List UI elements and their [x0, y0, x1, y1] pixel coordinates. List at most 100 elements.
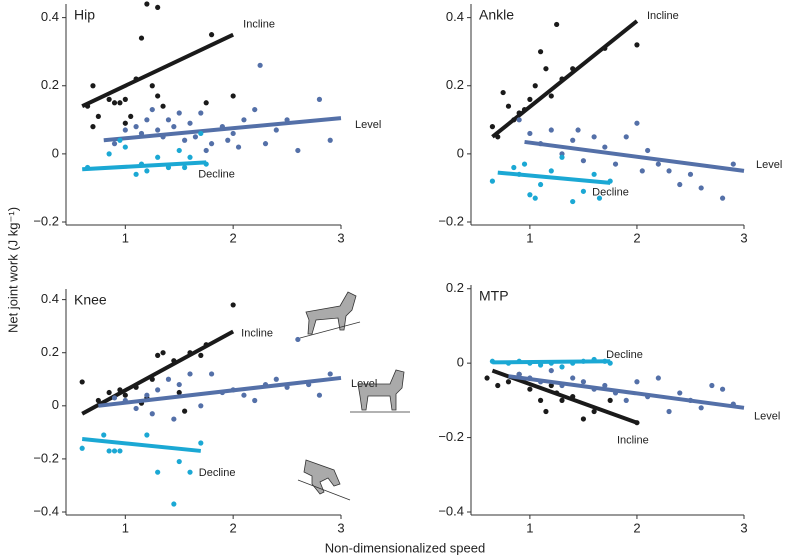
- fit-line: [82, 160, 207, 172]
- fit-label: Decline: [592, 187, 629, 199]
- data-point: [495, 382, 501, 389]
- data-point: [208, 141, 215, 147]
- data-point: [111, 141, 118, 147]
- fit-label: Incline: [647, 10, 679, 22]
- data-point: [208, 371, 215, 377]
- data-point: [666, 408, 672, 415]
- data-point: [117, 448, 123, 454]
- y-axis-label: Net joint work (J kg⁻¹): [5, 207, 20, 333]
- data-point: [511, 164, 517, 171]
- fit-line: [81, 437, 202, 453]
- data-point: [559, 364, 565, 370]
- y-tick-label: 0: [457, 145, 464, 160]
- data-point: [198, 403, 204, 409]
- data-point: [176, 147, 182, 154]
- data-point: [176, 110, 182, 116]
- data-point: [149, 106, 155, 113]
- data-point: [570, 375, 576, 381]
- data-point: [111, 100, 118, 106]
- data-point: [133, 124, 139, 130]
- data-point: [295, 147, 301, 154]
- data-point: [559, 397, 565, 403]
- fit-label: Incline: [617, 435, 649, 447]
- fit-line: [98, 375, 342, 408]
- data-point: [634, 42, 640, 48]
- x-axis-label: Non-dimensionalized speed: [325, 540, 485, 555]
- data-point: [155, 127, 161, 133]
- data-point: [327, 137, 333, 143]
- data-point: [634, 120, 640, 126]
- data-point: [95, 113, 101, 120]
- data-point: [144, 432, 150, 438]
- data-point: [155, 4, 161, 11]
- goat-icons: [297, 291, 410, 501]
- data-point: [634, 379, 640, 385]
- data-point: [602, 144, 608, 150]
- data-point: [208, 32, 215, 38]
- y-tick-label: 0: [52, 397, 59, 412]
- data-point: [612, 161, 619, 167]
- data-point: [543, 408, 549, 415]
- data-point: [500, 89, 506, 96]
- data-point: [516, 117, 522, 123]
- data-point: [187, 154, 193, 160]
- fit-label: Decline: [198, 168, 235, 180]
- x-tick-label: 1: [526, 520, 533, 535]
- panel-title: Ankle: [479, 7, 514, 23]
- data-point: [165, 376, 172, 382]
- data-point: [548, 93, 554, 99]
- y-tick-label: 0.2: [446, 77, 464, 92]
- data-point: [602, 382, 608, 389]
- data-point: [575, 127, 581, 133]
- x-tick-label: 3: [337, 520, 344, 535]
- x-tick-label: 1: [122, 230, 129, 245]
- data-point: [719, 386, 726, 392]
- fit-line: [103, 116, 342, 143]
- x-tick-label: 2: [633, 230, 640, 245]
- data-point: [257, 62, 263, 68]
- data-point: [144, 1, 150, 7]
- data-point: [273, 127, 279, 133]
- panel-title: Knee: [74, 292, 107, 308]
- data-point: [230, 130, 236, 137]
- data-point: [623, 134, 629, 140]
- data-point: [698, 405, 704, 411]
- data-point: [182, 137, 188, 143]
- data-point: [133, 405, 139, 412]
- data-point: [187, 120, 193, 126]
- data-point: [160, 350, 166, 356]
- fit-line: [492, 359, 611, 365]
- data-point: [176, 458, 182, 465]
- data-point: [489, 178, 496, 184]
- data-point: [548, 367, 554, 374]
- fit-label: Decline: [199, 467, 236, 479]
- data-point: [144, 392, 150, 398]
- x-tick-label: 3: [740, 520, 747, 535]
- data-point: [95, 397, 101, 404]
- fit-label: Level: [351, 378, 377, 390]
- data-point: [543, 66, 549, 72]
- data-point: [230, 302, 236, 308]
- data-point: [203, 100, 209, 106]
- data-point: [537, 397, 544, 403]
- data-point: [655, 375, 661, 381]
- data-point: [709, 382, 715, 389]
- x-tick-label: 2: [230, 230, 237, 245]
- data-point: [198, 110, 204, 116]
- y-tick-label: 0.2: [41, 77, 59, 92]
- data-point: [171, 124, 177, 130]
- data-point: [192, 134, 199, 140]
- data-point: [203, 147, 209, 154]
- data-point: [138, 35, 145, 41]
- data-point: [171, 501, 177, 507]
- data-point: [225, 137, 231, 143]
- data-point: [155, 93, 161, 99]
- fit-label: Level: [754, 411, 780, 423]
- fit-label: Incline: [241, 327, 273, 339]
- data-point: [122, 144, 128, 150]
- data-point: [591, 171, 597, 177]
- data-point: [128, 113, 134, 120]
- data-point: [580, 379, 587, 385]
- data-point: [327, 371, 333, 377]
- data-point: [241, 117, 247, 123]
